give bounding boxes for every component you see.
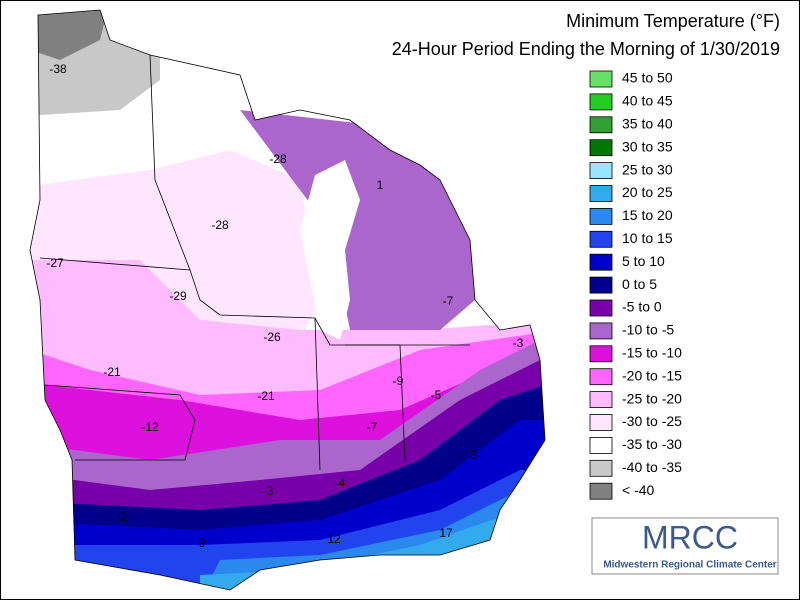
map-subtitle: 24-Hour Period Ending the Morning of 1/3…: [392, 39, 780, 59]
station-value: -7: [443, 294, 454, 308]
legend-label: -30 to -25: [622, 413, 682, 429]
legend-label: 45 to 50: [622, 70, 673, 86]
legend-swatch: [589, 162, 613, 180]
logo-box: [591, 517, 779, 575]
station-value: -3: [513, 336, 524, 350]
legend-label: 15 to 20: [622, 207, 673, 223]
legend-swatch: [589, 299, 613, 317]
legend-label: 40 to 45: [622, 93, 673, 109]
legend-label: 20 to 25: [622, 184, 673, 200]
legend-label: < -40: [622, 482, 655, 498]
legend-label: -10 to -5: [622, 322, 674, 338]
station-value: -28: [211, 218, 229, 232]
legend-swatch: [589, 391, 613, 409]
map-title: Minimum Temperature (°F): [566, 11, 780, 31]
legend-swatch: [589, 322, 613, 340]
legend-swatch: [589, 276, 613, 294]
station-value: 1: [377, 178, 384, 192]
station-value: -5: [431, 388, 442, 402]
station-value: -38: [49, 62, 67, 76]
legend-label: 0 to 5: [622, 276, 657, 292]
station-value: 17: [439, 526, 453, 540]
station-value: 9: [199, 536, 206, 550]
logo: MRCC Midwestern Regional Climate Center: [591, 517, 779, 575]
legend-label: 35 to 40: [622, 116, 673, 132]
logo-caption: Midwestern Regional Climate Center: [603, 560, 776, 571]
legend-label: 30 to 35: [622, 138, 673, 154]
station-value: -9: [393, 374, 404, 388]
station-value: -26: [263, 330, 281, 344]
station-value: -21: [103, 365, 121, 379]
state-borders: [29, 9, 546, 591]
legend-label: -35 to -30: [622, 436, 682, 452]
legend-swatch: [589, 253, 613, 271]
legend-label: -15 to -10: [622, 345, 682, 361]
legend-swatch: [589, 230, 613, 248]
legend-swatch: [589, 482, 613, 500]
legend-swatch: [589, 70, 613, 88]
station-value: -3: [263, 484, 274, 498]
legend-label: -40 to -35: [622, 459, 682, 475]
legend-swatch: [589, 368, 613, 386]
station-value: -29: [169, 289, 187, 303]
legend-label: -20 to -15: [622, 367, 682, 383]
legend-swatch: [589, 207, 613, 225]
legend-swatch: [589, 345, 613, 363]
station-value: -28: [269, 152, 287, 166]
legend-swatch: [589, 414, 613, 431]
legend-swatch: [589, 93, 613, 111]
legend-label: 5 to 10: [622, 253, 665, 269]
legend-label: 10 to 15: [622, 230, 673, 246]
legend-swatch: [589, 139, 613, 157]
station-value: -12: [141, 420, 159, 434]
legend-label: -25 to -20: [622, 390, 682, 406]
logo-name: MRCC: [642, 519, 738, 555]
station-value: -21: [257, 389, 275, 403]
station-value: -27: [46, 256, 64, 270]
station-value: 5: [471, 448, 478, 462]
legend-label: 25 to 30: [622, 161, 673, 177]
temperature-map: [30, 10, 545, 590]
legend-swatch: [589, 436, 613, 454]
legend-swatch: [589, 459, 613, 477]
legend-swatch: [589, 116, 613, 134]
station-value: 12: [327, 532, 341, 546]
station-value: -7: [367, 420, 378, 434]
legend-swatch: [589, 185, 613, 202]
station-value: -2: [117, 510, 128, 524]
legend-label: -5 to 0: [622, 299, 662, 315]
station-value: -4: [335, 476, 346, 490]
